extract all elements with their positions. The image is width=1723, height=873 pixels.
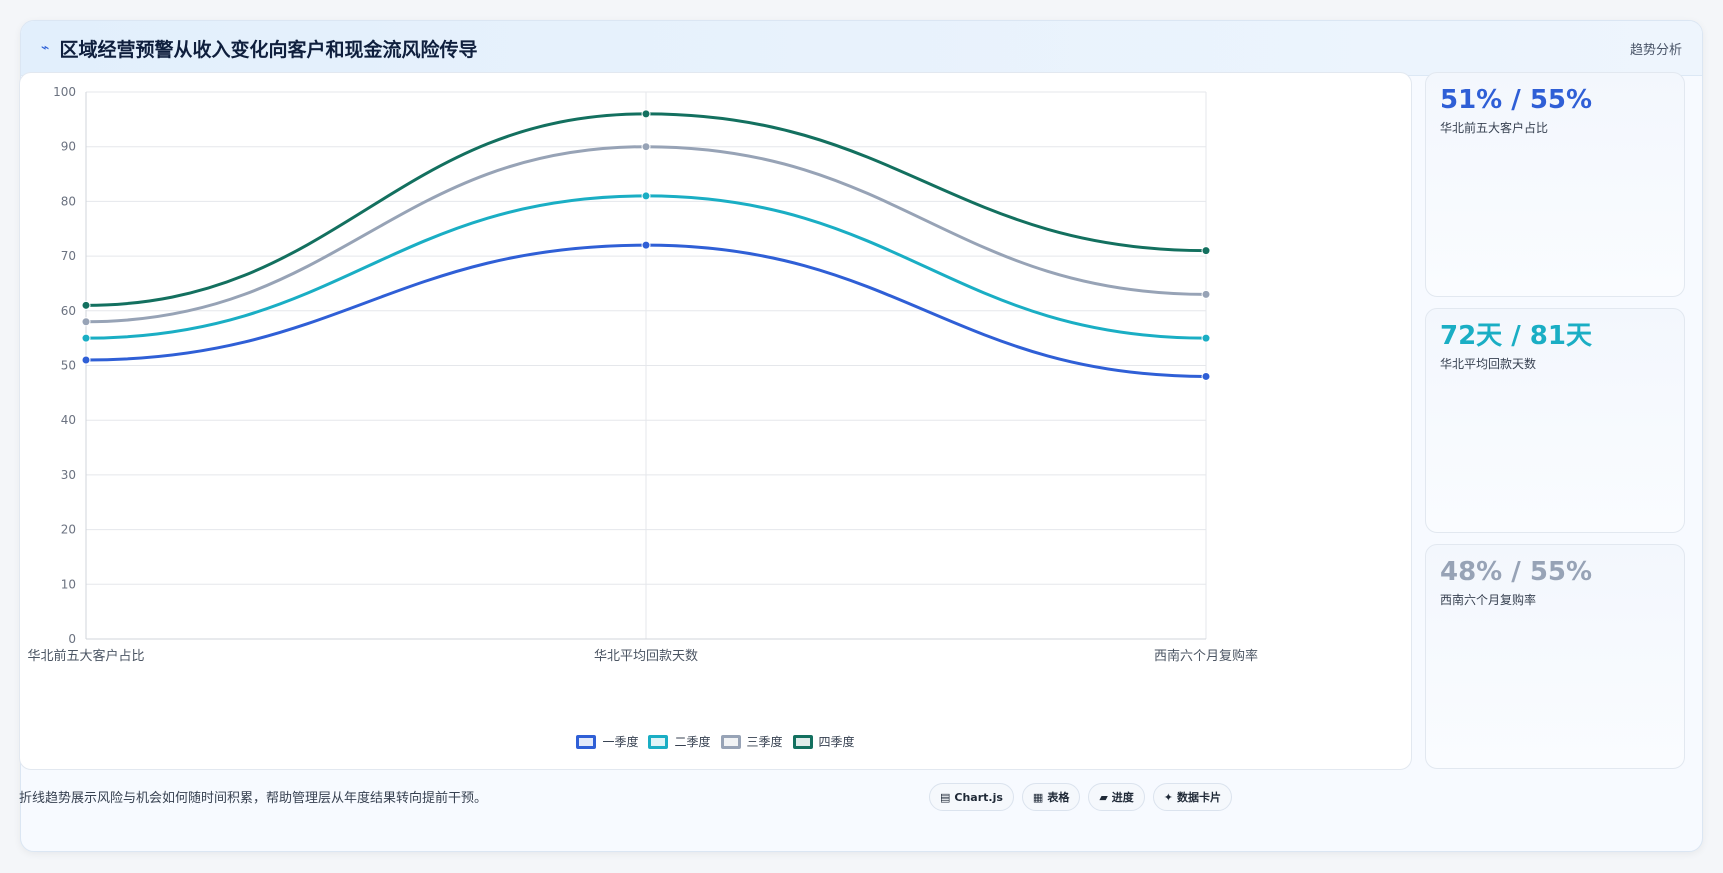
panel-title: 区域经营预警从收入变化向客户和现金流风险传导 [59,38,478,61]
trend-line-icon: ⌁ [41,40,50,56]
y-tick-label: 100 [53,85,76,99]
legend-label: 二季度 [674,735,711,749]
x-tick-label: 华北平均回款天数 [594,649,698,664]
x-tick-label: 华北前五大客户占比 [27,648,144,664]
chart-description: 折线趋势展示风险与机会如何随时间积累，帮助管理层从年度结果转向提前干预。 [19,791,488,806]
data-point [641,109,651,119]
data-point [641,191,651,201]
y-tick-label: 60 [61,304,76,318]
data-point [1201,333,1211,343]
y-tick-label: 40 [61,413,76,427]
y-tick-label: 70 [61,249,76,263]
chip-label: 表格 [1047,791,1070,804]
data-point [1201,371,1211,381]
panel-header: ⌁ 区域经营预警从收入变化向客户和现金流风险传导 趋势分析 [21,21,1702,76]
kpi-label: 西南六个月复购率 [1440,593,1537,607]
legend-label: 一季度 [602,735,639,749]
data-point [641,240,651,250]
chip-chartjs[interactable]: ▤ Chart.js [929,783,1014,811]
x-tick-label: 西南六个月复购率 [1154,648,1258,664]
kpi-card-repurchase-rate: 48% / 55% 西南六个月复购率 [1425,544,1685,769]
chip-table[interactable]: ▦ 表格 [1021,783,1081,811]
legend-label: 三季度 [746,735,783,749]
legend-item[interactable]: 一季度 [576,733,638,750]
kpi-value: 51% / 55% [1440,85,1593,115]
y-tick-label: 10 [61,577,76,591]
data-point [81,355,91,365]
kpi-value: 48% / 55% [1440,557,1593,587]
data-point [81,317,91,327]
legend-item[interactable]: 二季度 [648,733,711,750]
chart-icon: ▤ [940,790,951,804]
chip-progress[interactable]: ▰ 进度 [1088,783,1145,811]
kpi-label: 华北平均回款天数 [1440,357,1537,371]
line-chart-card: 0 10 20 30 40 50 60 70 80 90 100 华北前五大客户占比 华北平均回款天数 西… [19,72,1412,770]
chart-legend: 一季度 二季度 三季度 四季度 [20,733,1411,750]
legend-swatch [576,734,597,749]
legend-swatch [792,734,813,749]
legend-item[interactable]: 四季度 [792,733,855,750]
data-point [1201,246,1211,256]
chip-label: 进度 [1111,791,1134,804]
data-point [81,300,91,310]
data-point [1201,289,1211,299]
y-tick-label: 20 [61,523,76,537]
line-chart: 0 10 20 30 40 50 60 70 80 90 100 华北前五大客户占比 华北平均回款天数 西… [27,85,1258,664]
legend-label: 四季度 [818,735,855,749]
legend-swatch [648,734,669,749]
data-point [641,142,651,152]
y-tick-label: 80 [61,194,76,208]
y-tick-label: 0 [68,632,76,646]
legend-item[interactable]: 三季度 [720,733,783,750]
chip-label: Chart.js [954,790,1003,804]
y-tick-label: 90 [61,140,76,154]
chip-data-cards[interactable]: ✦ 数据卡片 [1152,783,1233,811]
kpi-label: 华北前五大客户占比 [1440,121,1549,135]
kpi-value: 72天 / 81天 [1440,321,1592,351]
trend-analysis-link[interactable]: 趋势分析 [1629,42,1682,58]
data-point [81,333,91,343]
kpi-card-top5-share: 51% / 55% 华北前五大客户占比 [1425,72,1685,297]
y-tick-label: 50 [61,359,76,373]
chip-label: 数据卡片 [1177,791,1222,804]
legend-swatch [720,734,741,749]
progress-icon: ▰ [1099,790,1108,804]
view-switcher: ▤ Chart.js ▦ 表格 ▰ 进度 ✦ 数据卡片 [929,783,1233,811]
data-card-icon: ✦ [1163,790,1174,804]
table-icon: ▦ [1032,790,1044,804]
y-tick-label: 30 [61,468,76,482]
kpi-card-collection-days: 72天 / 81天 华北平均回款天数 [1425,308,1685,533]
